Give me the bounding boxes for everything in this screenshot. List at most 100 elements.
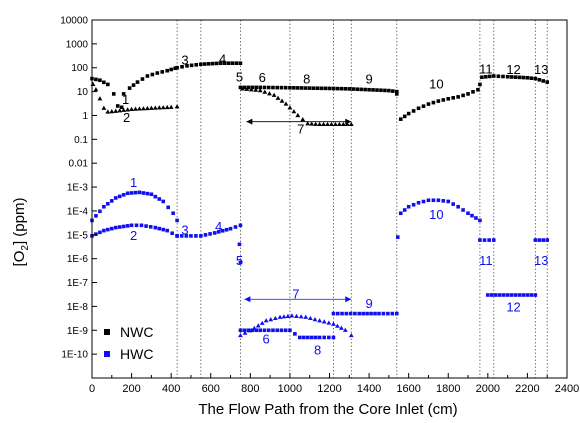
nwc-point	[313, 121, 319, 126]
nwc-point	[371, 88, 375, 92]
hwc-point	[294, 313, 299, 318]
hwc-point	[175, 234, 179, 238]
x-tick-label: 2200	[515, 383, 539, 395]
nwc-point	[391, 89, 395, 93]
hwc-point	[322, 335, 327, 340]
y-axis: 1E-10 1E-9 1E-8 1E-7 1E-6 1E-5 1E-4 1E-3 0.01 0.1…	[60, 16, 97, 379]
nwc-point	[185, 64, 189, 68]
hwc-point	[277, 314, 283, 319]
hwc-point	[121, 224, 126, 229]
hwc-point	[521, 293, 526, 297]
nwc-point	[426, 102, 431, 106]
hwc-point	[238, 328, 243, 333]
hwc-point	[144, 224, 148, 228]
hwc-point	[394, 311, 399, 316]
hwc-point	[395, 235, 400, 239]
hwc-arrowhead-right	[345, 296, 352, 303]
nwc-arrowhead-right	[345, 118, 352, 125]
nwc-point	[305, 121, 311, 126]
nwc-point	[283, 101, 289, 106]
hwc-point	[117, 194, 122, 199]
hwc-point	[125, 224, 130, 228]
x-tick-label: 2400	[555, 383, 579, 395]
hwc-region-label: 4	[215, 219, 222, 234]
nwc-point	[355, 87, 360, 92]
hwc-point	[298, 314, 304, 319]
hwc-point	[165, 228, 170, 233]
nwc-point	[287, 105, 293, 110]
nwc-point	[288, 85, 292, 90]
hwc-point	[166, 205, 170, 210]
hwc-point	[301, 335, 306, 340]
hwc-point	[102, 204, 106, 209]
hwc-point	[461, 208, 465, 212]
nwc-point	[323, 86, 328, 91]
nwc-point	[521, 75, 526, 80]
nwc-point	[300, 117, 306, 122]
hwc-point	[505, 293, 510, 297]
nwc-point	[379, 88, 383, 93]
nwc-point	[97, 96, 103, 101]
hwc-point	[281, 314, 287, 319]
nwc-point	[436, 99, 441, 103]
nwc-point	[329, 121, 334, 127]
hwc-point	[348, 332, 354, 338]
nwc-point	[199, 62, 203, 67]
hwc-point	[373, 311, 377, 316]
nwc-point	[105, 109, 111, 114]
hwc-point	[271, 328, 275, 333]
nwc-point	[129, 106, 134, 111]
hwc-point	[338, 325, 344, 330]
nwc-point	[321, 121, 326, 127]
nwc-point	[279, 98, 285, 103]
nwc-point	[476, 87, 480, 92]
hwc-point	[441, 199, 446, 203]
y-tick-label: 100	[71, 63, 88, 74]
nwc-point	[513, 75, 518, 79]
nwc-point	[119, 105, 124, 110]
nwc-point	[336, 121, 342, 127]
hwc-point	[357, 311, 361, 316]
nwc-point	[275, 85, 279, 90]
hwc-point	[157, 197, 162, 201]
hwc-point	[451, 202, 455, 206]
nwc-point	[292, 86, 296, 90]
nwc-point	[441, 98, 446, 102]
y-tick-label: 0.01	[69, 159, 89, 170]
hwc-point	[98, 230, 102, 235]
hwc-point	[98, 209, 102, 214]
hwc-point	[268, 317, 274, 322]
nwc-point	[109, 109, 115, 114]
nwc-point	[466, 92, 470, 96]
hwc-point	[133, 190, 138, 195]
hwc-point	[121, 193, 126, 197]
nwc-point	[529, 76, 534, 80]
nwc-point	[121, 107, 127, 112]
hwc-point	[491, 238, 496, 242]
hwc-point	[331, 335, 336, 340]
nwc-point	[501, 74, 505, 79]
x-tick-label: 200	[122, 383, 140, 395]
nwc-point	[117, 108, 123, 113]
hwc-point	[493, 293, 498, 297]
nwc-point	[121, 92, 126, 96]
nwc-point	[169, 67, 173, 72]
nwc-point	[478, 82, 482, 87]
hwc-region-label: 7	[292, 286, 299, 301]
nwc-point	[491, 74, 496, 78]
nwc-point	[283, 85, 288, 90]
y-axis-label-main: [O	[11, 251, 28, 267]
nwc-point	[375, 88, 379, 92]
hwc-point	[482, 238, 487, 242]
nwc-point	[238, 61, 243, 65]
hwc-point	[258, 328, 263, 333]
nwc-point	[127, 86, 132, 90]
hwc-point	[537, 238, 542, 242]
hwc-point	[212, 231, 217, 235]
x-axis-label: The Flow Path from the Core Inlet (cm)	[198, 401, 457, 418]
nwc-point	[327, 86, 332, 91]
hwc-point	[446, 199, 451, 204]
hwc-point	[456, 204, 460, 209]
nwc-point	[348, 121, 354, 127]
hwc-region-label: 3	[181, 222, 188, 237]
